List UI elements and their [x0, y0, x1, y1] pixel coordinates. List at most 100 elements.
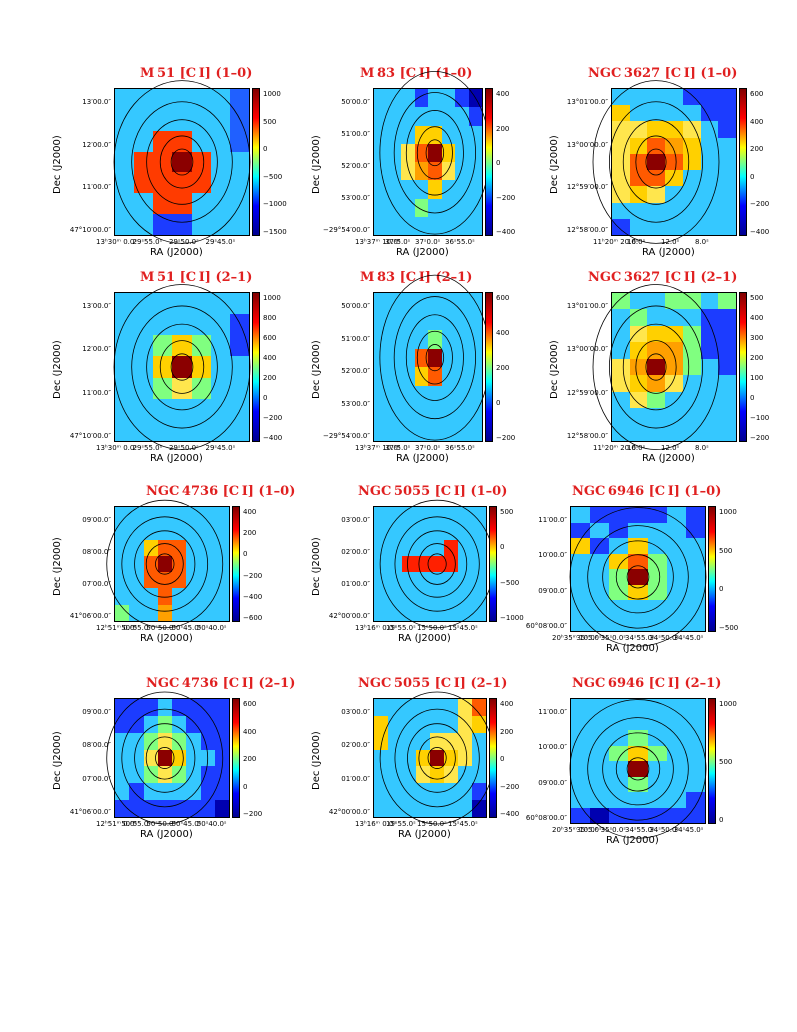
heatmap-pixel: [609, 714, 629, 730]
heatmap-pixel: [609, 584, 629, 600]
heatmap-pixel: [186, 783, 201, 801]
heatmap-pixel: [455, 367, 469, 386]
heatmap-pixel: [115, 800, 130, 817]
heatmap-pixel: [430, 749, 444, 767]
heatmap-pixel: [200, 523, 215, 540]
heatmap-pixel: [428, 422, 442, 441]
heatmap-pixel: [472, 588, 486, 605]
heatmap-pixel: [468, 180, 482, 199]
heatmap-pixel: [374, 216, 388, 235]
ra-tick-label: 37ˢ5.0ˢ: [385, 238, 411, 246]
heatmap-pixel: [455, 385, 469, 404]
heatmap-pixel: [115, 507, 130, 524]
colorbar-tick-label: −200: [496, 193, 516, 202]
colorbar-tick-label: 0: [750, 172, 755, 181]
heatmap-pixel: [414, 311, 428, 330]
ra-tick-label: 35ˢ5.0ˢ: [576, 634, 602, 642]
colorbar-tick-label: 200: [496, 124, 510, 133]
colorbar-tick-label: −200: [500, 782, 520, 791]
heatmap-pixel: [153, 356, 173, 378]
heatmap-pixel: [214, 572, 229, 589]
heatmap-pixel: [444, 555, 458, 573]
heatmap-pixel: [458, 783, 472, 801]
heatmap-pixel: [129, 604, 144, 621]
heatmap-pixel: [590, 730, 610, 746]
heatmap-pixel: [612, 375, 630, 392]
heatmap-pixel: [388, 588, 402, 605]
heatmap-ngc4736-21: [114, 698, 230, 818]
heatmap-pixel: [629, 391, 648, 409]
heatmap-pixel: [115, 151, 135, 173]
heatmap-pixel: [200, 699, 215, 716]
ra-tick-label: 15ˢ50.0ˢ: [417, 624, 447, 632]
heatmap-pixel: [455, 198, 469, 217]
heatmap-pixel: [609, 761, 629, 777]
heatmap-pixel: [647, 342, 666, 359]
heatmap-pixel: [629, 121, 648, 138]
heatmap-pixel: [666, 615, 686, 631]
heatmap-pixel: [134, 377, 154, 399]
heatmap-pixel: [612, 218, 630, 235]
heatmap-pixel: [388, 604, 402, 621]
heatmap-pixel: [416, 555, 430, 573]
colorbar-tick-label: −400: [496, 228, 516, 236]
heatmap-pixel: [229, 335, 249, 357]
heatmap-pixel: [229, 314, 249, 336]
heatmap-pixel: [682, 309, 701, 326]
heatmap-pixel: [441, 330, 455, 349]
heatmap-pixel: [186, 749, 201, 767]
heatmap-pixel: [134, 335, 154, 357]
heatmap-pixel: [666, 538, 686, 554]
heatmap-pixel: [430, 604, 444, 621]
colorbar-tick-label: 400: [750, 314, 764, 322]
ra-tick-label: 15ˢ45.0ˢ: [448, 820, 478, 828]
colorbar: [252, 292, 260, 442]
ra-tick-label: 8.0ˢ: [695, 238, 709, 246]
dec-tick-label: 09′00.0″: [82, 708, 111, 716]
heatmap-pixel: [387, 367, 401, 386]
heatmap-pixel: [214, 523, 229, 540]
heatmap-pixel: [200, 783, 215, 801]
heatmap-pixel: [388, 732, 402, 750]
heatmap-pixel: [143, 572, 158, 589]
heatmap-pixel: [612, 424, 630, 441]
heatmap-pixel: [401, 293, 415, 312]
heatmap-pixel: [685, 569, 705, 585]
heatmap-pixel: [428, 180, 442, 199]
ra-tick-label: 37ˢ0.0ˢ: [415, 444, 441, 452]
heatmap-pixel: [647, 761, 667, 777]
heatmap-pixel: [647, 391, 666, 409]
heatmap-pixel: [191, 109, 211, 131]
panel-title: NGC 5055 [C I] (1–0): [358, 484, 508, 499]
heatmap-pixel: [647, 538, 667, 554]
dec-tick-label: 47°10′00.0″: [69, 226, 111, 234]
colorbar-tick-label: −1000: [500, 614, 524, 622]
colorbar-tick-label: 400: [496, 90, 510, 98]
panel-title: M 51 [C I] (1–0): [140, 66, 253, 81]
heatmap-pixel: [172, 419, 192, 441]
ra-tick-label: 12.0ˢ: [661, 444, 680, 452]
heatmap-pixel: [612, 89, 630, 106]
heatmap-pixel: [430, 783, 444, 801]
heatmap-pixel: [571, 553, 591, 569]
heatmap-pixel: [612, 325, 630, 343]
heatmap-pixel: [444, 732, 458, 750]
dec-axis-label: Dec (J2000): [549, 135, 560, 194]
heatmap-pixel: [374, 715, 388, 733]
heatmap-pixel: [172, 89, 192, 110]
heatmap-pixel: [191, 130, 211, 152]
heatmap-pixel: [428, 198, 442, 217]
heatmap-pixel: [172, 539, 187, 556]
dec-axis-label: Dec (J2000): [52, 537, 63, 596]
heatmap-pixel: [647, 218, 666, 235]
heatmap-pixel: [153, 314, 173, 336]
heatmap-pixel: [115, 539, 130, 556]
colorbar-tick-label: 400: [263, 354, 277, 362]
heatmap-pixel: [210, 293, 230, 315]
dec-axis-label: Dec (J2000): [549, 340, 560, 399]
heatmap-pixel: [401, 162, 415, 181]
ra-tick-label: 13ʰ16ᵐ 0.0ˢ: [355, 820, 396, 828]
colorbar-tick-label: 200: [263, 374, 277, 382]
heatmap-pixel: [172, 555, 187, 573]
heatmap-pixel: [416, 732, 430, 750]
